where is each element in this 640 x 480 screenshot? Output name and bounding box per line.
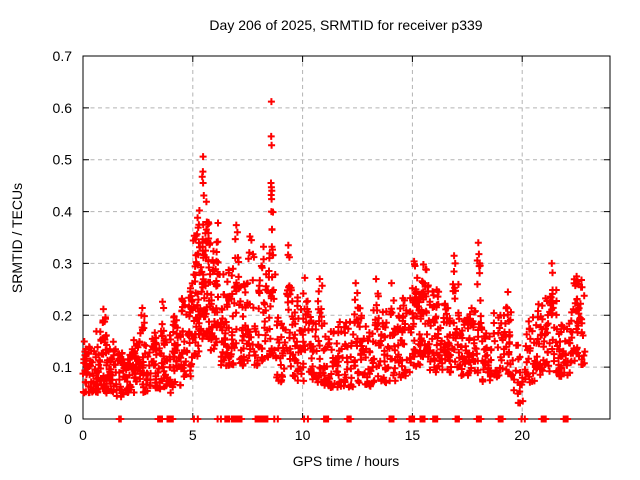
x-tick-label: 15 <box>405 427 421 443</box>
tick-labels: 0 5 10 15 20 0 0.1 0.2 0.3 0.4 0.5 0.6 0.7 <box>53 48 531 443</box>
x-tick-label: 0 <box>79 427 87 443</box>
y-axis-label: SRMTID / TECUs <box>9 183 25 293</box>
y-tick-label: 0 <box>64 411 72 427</box>
y-tick-label: 0.5 <box>53 152 73 168</box>
chart-title: Day 206 of 2025, SRMTID for receiver p33… <box>209 17 482 33</box>
x-tick-label: 20 <box>514 427 530 443</box>
y-tick-label: 0.7 <box>53 48 73 64</box>
x-tick-label: 5 <box>189 427 197 443</box>
y-tick-label: 0.4 <box>53 204 73 220</box>
plus-markers <box>79 98 589 423</box>
data-points-series-srmtid <box>79 98 589 423</box>
y-tick-label: 0.1 <box>53 359 73 375</box>
x-axis-label: GPS time / hours <box>293 453 400 469</box>
x-tick-label: 10 <box>295 427 311 443</box>
y-tick-label: 0.6 <box>53 100 73 116</box>
y-tick-label: 0.3 <box>53 255 73 271</box>
y-tick-label: 0.2 <box>53 307 73 323</box>
